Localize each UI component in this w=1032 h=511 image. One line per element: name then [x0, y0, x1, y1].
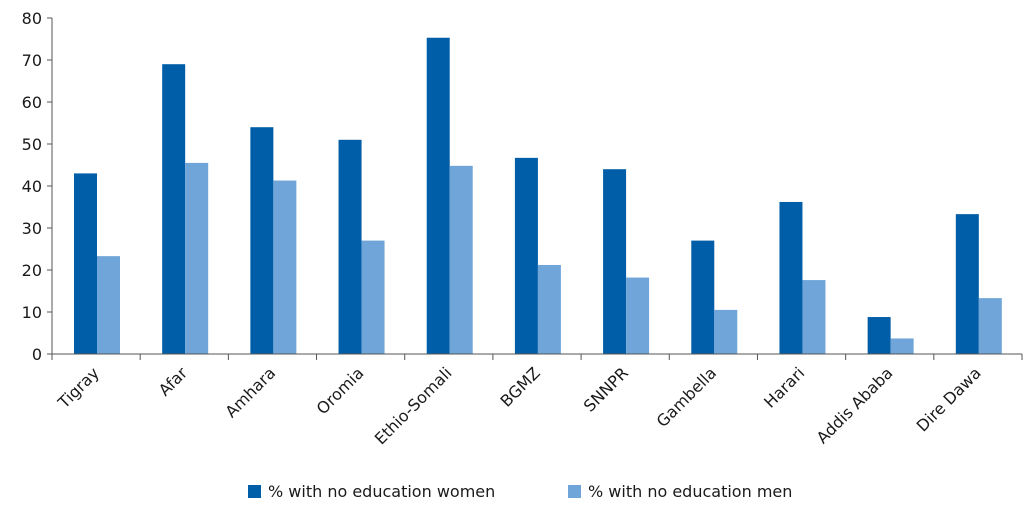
- bar-women-snnpr: [603, 169, 627, 354]
- bar-women-bgmz: [514, 157, 538, 354]
- y-tick-label: 80: [22, 9, 42, 28]
- bars-layer: [74, 37, 1002, 355]
- bar-men-afar: [185, 162, 209, 354]
- y-tick-label: 20: [22, 261, 42, 280]
- x-category-label: BGMZ: [497, 363, 544, 410]
- bar-men-addis-ababa: [890, 338, 914, 354]
- bar-women-tigray: [74, 173, 97, 354]
- bar-women-gambella: [691, 240, 715, 354]
- bar-women-addis-ababa: [867, 317, 891, 354]
- bar-men-snnpr: [626, 277, 650, 354]
- bar-women-harari: [779, 201, 803, 354]
- legend-swatch-women: [248, 485, 261, 498]
- bar-women-dire-dawa: [955, 214, 979, 354]
- y-tick-label: 60: [22, 93, 42, 112]
- bar-women-oromia: [338, 139, 362, 354]
- bar-men-ethio-somali: [449, 165, 473, 354]
- y-tick-label: 0: [32, 345, 42, 364]
- x-category-label: Ethio-Somali: [371, 363, 456, 448]
- x-category-label: Gambella: [653, 363, 721, 431]
- bar-women-afar: [162, 64, 186, 354]
- y-tick-labels: 0 10 20 30 40 50 60 70 80: [22, 9, 42, 364]
- x-category-label: Dire Dawa: [913, 363, 985, 435]
- bar-men-tigray: [97, 256, 120, 354]
- bar-men-oromia: [361, 240, 385, 354]
- legend: % with no education women % with no educa…: [248, 482, 792, 501]
- x-category-label: SNNPR: [580, 363, 632, 415]
- x-tick-labels: Tigray Afar Amhara Oromia Ethio-Somali BGMZ SN…: [54, 363, 985, 448]
- axis-layer: [47, 17, 1023, 360]
- x-category-label: Amhara: [221, 363, 279, 421]
- x-category-label: Addis Ababa: [813, 363, 897, 447]
- bar-men-bgmz: [537, 264, 561, 354]
- x-category-label: Tigray: [54, 363, 103, 412]
- bar-men-amhara: [273, 180, 297, 354]
- legend-swatch-men: [568, 485, 581, 498]
- y-tick-label: 50: [22, 135, 42, 154]
- bar-men-gambella: [714, 309, 738, 354]
- bar-men-dire-dawa: [978, 298, 1002, 354]
- bar-women-amhara: [250, 127, 274, 354]
- legend-label-women: % with no education women: [268, 482, 495, 501]
- y-tick-label: 30: [22, 219, 42, 238]
- x-category-label: Harari: [760, 363, 808, 411]
- y-tick-label: 40: [22, 177, 42, 196]
- bar-women-ethio-somali: [426, 37, 450, 355]
- x-category-label: Afar: [155, 363, 192, 400]
- y-tick-label: 10: [22, 303, 42, 322]
- legend-label-men: % with no education men: [588, 482, 792, 501]
- x-category-label: Oromia: [313, 363, 368, 418]
- bar-men-harari: [802, 280, 826, 354]
- y-tick-label: 70: [22, 51, 42, 70]
